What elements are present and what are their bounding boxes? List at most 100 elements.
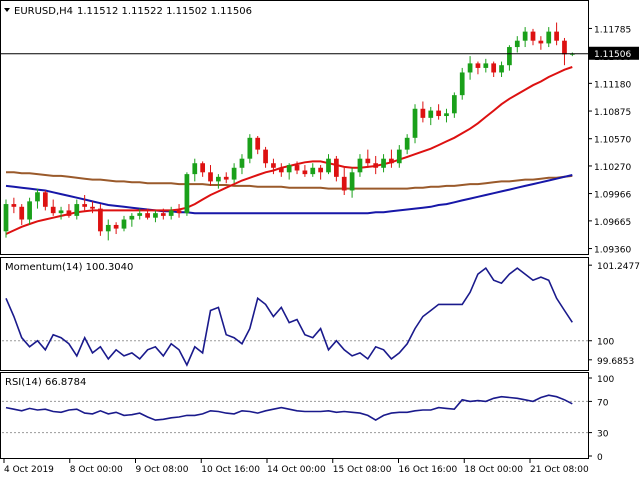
momentum-axis: 101.2477 100 99.6853	[588, 262, 640, 367]
candle-body	[216, 176, 221, 182]
time-tick-label: 18 Oct 00:00	[464, 465, 523, 475]
candle-body	[404, 137, 410, 150]
rsi-grid	[2, 400, 588, 434]
current-price-label: 1.11506	[594, 50, 631, 60]
momentum-tick-label: 99.6853	[597, 357, 634, 367]
candle-body	[168, 210, 174, 216]
symbol-label: EURUSD,H4	[14, 6, 73, 17]
candle-body	[35, 192, 40, 202]
momentum-panel: Momentum(14) 100.3040	[0, 257, 589, 371]
price-tick-label: 1.09360	[594, 246, 631, 256]
candle-body	[286, 165, 292, 173]
time-axis: 4 Oct 2019 8 Oct 00:00 9 Oct 08:00 10 Oct 1…	[3, 459, 589, 475]
ma-slow-line	[6, 171, 573, 190]
candle-body	[263, 149, 268, 164]
candle-body	[50, 206, 56, 214]
candle-body	[451, 95, 457, 114]
price-tick-label: 1.11785	[594, 25, 631, 35]
candle-body	[365, 158, 371, 164]
candle-body	[522, 31, 528, 41]
candle-body	[334, 158, 339, 177]
candle-body	[373, 163, 379, 168]
candle-body	[192, 163, 198, 175]
candle-body	[483, 63, 489, 68]
candle-body	[467, 63, 473, 73]
candle-body	[42, 192, 48, 207]
momentum-path	[5, 266, 573, 367]
rsi-axis: 100 70 30 0	[588, 375, 614, 463]
time-tick-label: 8 Oct 00:00	[70, 465, 123, 475]
candle-body	[554, 31, 559, 41]
price-tick-label: 1.10875	[594, 108, 631, 118]
rsi-title: RSI(14) 66.8784	[5, 377, 86, 388]
candle-body	[389, 158, 394, 164]
candle-body	[396, 149, 402, 164]
time-tick-label: 4 Oct 2019	[4, 465, 54, 475]
current-price-box	[589, 46, 639, 60]
candle-body	[357, 158, 363, 173]
candle-body	[231, 167, 237, 180]
candle-body	[105, 224, 111, 232]
candle-body	[507, 47, 512, 66]
candles	[3, 22, 575, 241]
candle-body	[66, 210, 72, 216]
ma-mid-line	[5, 174, 573, 215]
candle-body	[160, 213, 166, 216]
candle-body	[98, 208, 103, 232]
candle-body	[381, 158, 386, 168]
candle-body	[475, 63, 481, 68]
price-tick-label: 1.09665	[594, 218, 631, 228]
candle-body	[184, 174, 190, 214]
ma-mid-path	[5, 174, 573, 215]
candle-body	[349, 172, 355, 191]
price-tick-label: 1.10570	[594, 136, 631, 146]
time-tick-label: 15 Oct 08:00	[333, 465, 392, 475]
candle-body	[436, 110, 441, 117]
rsi-tick-label: 100	[597, 375, 614, 385]
candle-body	[255, 137, 261, 150]
candle-body	[121, 219, 127, 229]
candle-body	[247, 137, 253, 159]
candle-body	[302, 170, 308, 175]
price-axis: 1.117851.114801.111801.108751.105701.102…	[588, 25, 639, 256]
time-tick-label: 14 Oct 00:00	[267, 465, 326, 475]
candle-body	[82, 204, 88, 207]
candle-body	[491, 63, 497, 73]
rsi-line	[5, 394, 573, 422]
candle-body	[459, 72, 465, 96]
price-tick-label: 1.11180	[594, 80, 631, 90]
candle-body	[11, 204, 17, 207]
time-tick-label: 21 Oct 08:00	[530, 465, 589, 475]
candle-body	[412, 108, 418, 138]
candle-body	[538, 40, 544, 44]
candle-body	[137, 213, 143, 216]
candle-body	[444, 113, 449, 117]
candle-body	[200, 163, 206, 173]
candle-body	[153, 213, 158, 218]
price-tick-label: 1.10270	[594, 163, 631, 173]
candle-body	[310, 167, 316, 175]
rsi-tick-label: 70	[597, 398, 609, 408]
candle-body	[514, 40, 520, 48]
candle-body	[499, 65, 504, 73]
ohlc-values: 1.11512 1.11522 1.11502 1.11506	[77, 6, 252, 17]
candle-body	[326, 158, 331, 173]
candle-body	[428, 110, 434, 118]
rsi-path	[5, 394, 573, 422]
candle-body	[3, 204, 9, 232]
ma-fast-path	[5, 66, 573, 235]
candle-body	[74, 204, 80, 216]
candle-body	[223, 176, 229, 180]
time-tick-label: 9 Oct 08:00	[136, 465, 189, 475]
candle-body	[27, 201, 32, 220]
candle-body	[145, 213, 150, 218]
rsi-panel: RSI(14) 66.8784	[0, 372, 589, 459]
candle-body	[271, 163, 276, 168]
momentum-tick-label: 100	[597, 338, 614, 348]
momentum-line	[5, 266, 573, 367]
chart-header: EURUSD,H4 1.11512 1.11522 1.11502 1.1150…	[4, 6, 252, 17]
ma-slow-path	[6, 171, 573, 190]
momentum-tick-label: 101.2477	[597, 262, 640, 272]
price-tick-label: 1.09966	[594, 191, 631, 201]
